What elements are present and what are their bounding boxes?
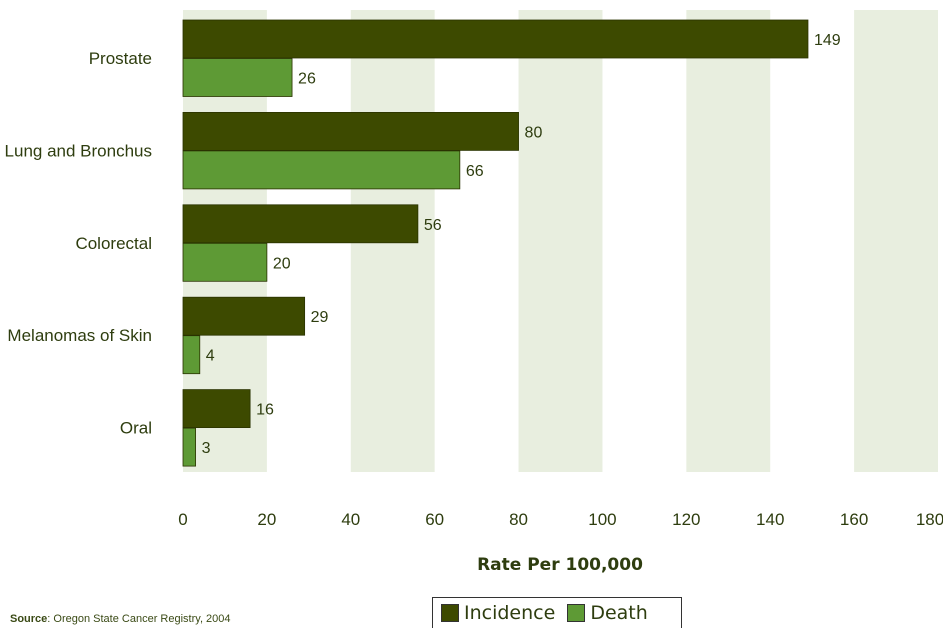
grid-band <box>854 10 938 472</box>
category-label: Oral <box>120 419 152 438</box>
bar-death-1 <box>182 150 461 190</box>
x-tick-label: 140 <box>756 510 784 529</box>
bar-incidence-3 <box>182 296 306 336</box>
category-labels: Prostate Lung and Bronchus Colorectal Melan… <box>5 49 152 438</box>
bar-incidence-0 <box>182 19 809 59</box>
bar-death-4 <box>182 427 196 467</box>
data-label-death-3: 4 <box>206 348 215 365</box>
grid-band <box>518 10 603 472</box>
legend-item-incidence: Incidence <box>441 602 555 624</box>
x-tick-label: 180 <box>916 510 943 529</box>
category-label: Colorectal <box>75 234 152 253</box>
source-label: Source <box>10 613 48 625</box>
legend-swatch-death <box>567 604 586 622</box>
bar-death-0 <box>182 58 293 97</box>
data-label-death-4: 3 <box>202 440 211 457</box>
x-tick-label: 40 <box>341 510 360 529</box>
x-tick-label: 80 <box>509 510 528 529</box>
bar-death-3 <box>182 335 201 375</box>
data-label-incidence-0: 149 <box>814 32 841 49</box>
x-tick-label: 120 <box>672 510 700 529</box>
x-tick-labels: 0 20 40 60 80 100 120 140 160 180 <box>178 510 943 529</box>
bars-group: 149 26 80 66 56 20 29 4 16 3 <box>182 19 841 467</box>
x-tick-label: 100 <box>588 510 616 529</box>
data-label-death-2: 20 <box>273 255 291 272</box>
data-label-death-0: 26 <box>298 71 316 88</box>
data-label-incidence-3: 29 <box>311 309 329 326</box>
data-label-death-1: 66 <box>466 163 484 180</box>
legend-label-incidence: Incidence <box>464 602 556 624</box>
source-text: : Oregon State Cancer Registry, 2004 <box>47 613 231 625</box>
bar-incidence-4 <box>182 389 251 429</box>
legend-swatch-incidence <box>441 604 459 622</box>
legend-item-death: Death <box>567 602 648 624</box>
x-axis-title: Rate Per 100,000 <box>477 555 643 575</box>
x-tick-label: 60 <box>425 510 444 529</box>
x-tick-label: 160 <box>840 510 868 529</box>
grid-band <box>686 10 771 472</box>
bar-incidence-2 <box>182 204 419 244</box>
data-label-incidence-1: 80 <box>525 124 543 141</box>
bar-incidence-1 <box>182 112 519 151</box>
category-label: Lung and Bronchus <box>5 141 152 160</box>
legend-label-death: Death <box>590 602 648 624</box>
category-label: Melanomas of Skin <box>7 326 152 345</box>
data-label-incidence-2: 56 <box>424 217 442 234</box>
category-label: Prostate <box>89 49 152 68</box>
x-tick-label: 20 <box>257 510 276 529</box>
legend: Incidence Death <box>432 597 682 628</box>
x-tick-label: 0 <box>178 510 187 529</box>
data-label-incidence-4: 16 <box>256 402 274 419</box>
source-note: Source: Oregon State Cancer Registry, 20… <box>10 613 231 625</box>
bar-death-2 <box>182 242 268 282</box>
